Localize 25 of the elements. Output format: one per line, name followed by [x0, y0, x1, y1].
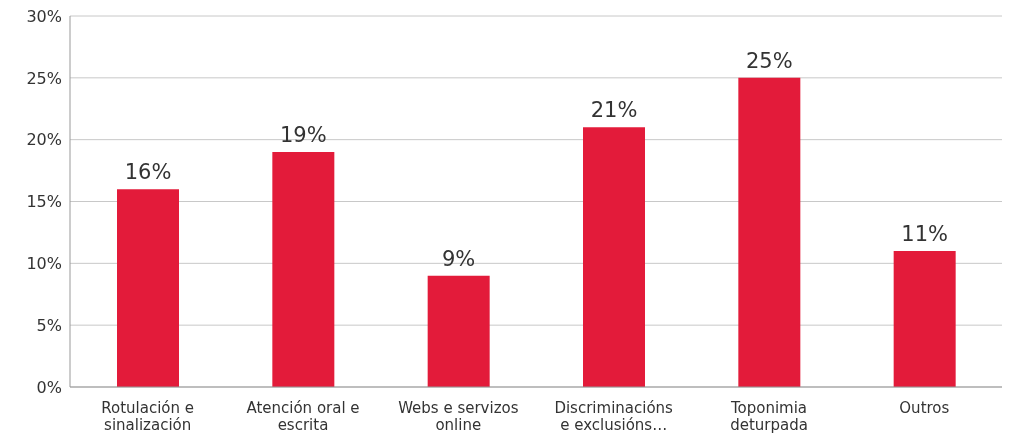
y-tick-label: 15%	[26, 192, 62, 212]
y-tick-label: 25%	[26, 68, 62, 88]
bar	[583, 127, 645, 387]
bar	[117, 189, 179, 387]
bar	[893, 250, 956, 387]
y-tick-label: 10%	[26, 254, 62, 274]
data-label: 9%	[442, 246, 476, 271]
bar	[427, 275, 490, 387]
data-label: 16%	[124, 160, 172, 185]
data-label: 21%	[590, 98, 638, 123]
x-tick-label: Rotulación e sinalización	[101, 399, 195, 434]
x-tick-label: Toponimia deturpada	[729, 399, 808, 434]
data-label: 11%	[901, 221, 949, 246]
bar	[738, 77, 801, 387]
y-tick-label: 30%	[26, 6, 62, 26]
x-tick-label: Discriminacións e exclusións…	[554, 399, 674, 434]
x-tick-label: Outros	[899, 399, 950, 417]
y-tick-label: 5%	[36, 315, 62, 335]
bar	[272, 152, 335, 387]
x-tick-label: Webs e servizos online	[398, 399, 519, 434]
x-tick-label: Atención oral e escrita	[246, 399, 360, 434]
y-tick-label: 0%	[36, 377, 62, 397]
data-label: 25%	[745, 48, 793, 73]
y-tick-label: 20%	[26, 130, 62, 150]
data-label: 19%	[279, 123, 327, 148]
